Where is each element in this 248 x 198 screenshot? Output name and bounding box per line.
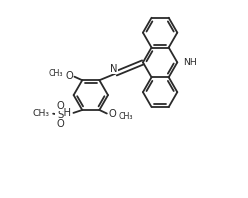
Text: O: O bbox=[65, 71, 73, 81]
Text: O: O bbox=[56, 101, 64, 111]
Text: O: O bbox=[108, 109, 116, 119]
Text: NH: NH bbox=[183, 58, 197, 67]
Text: NH: NH bbox=[56, 108, 70, 118]
Text: CH₃: CH₃ bbox=[33, 109, 50, 118]
Text: N: N bbox=[110, 64, 118, 74]
Text: CH₃: CH₃ bbox=[119, 112, 133, 121]
Text: CH₃: CH₃ bbox=[48, 69, 63, 78]
Text: O: O bbox=[56, 119, 64, 129]
Text: S: S bbox=[57, 110, 63, 120]
